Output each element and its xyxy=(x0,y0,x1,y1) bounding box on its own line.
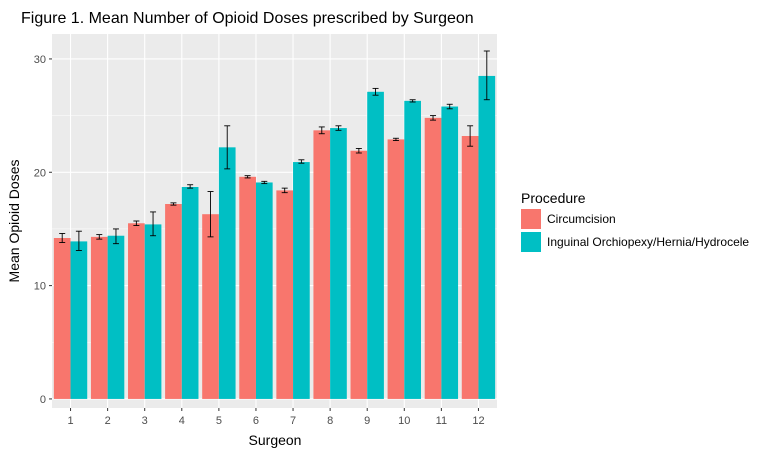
errbar-inguinal-11 xyxy=(446,103,453,110)
errbar-inguinal-8 xyxy=(335,125,342,131)
errbar-inguinal-12 xyxy=(483,50,490,101)
legend-label-circumcision: Circumcision xyxy=(547,212,616,226)
y-axis-title: Mean Opioid Doses xyxy=(6,160,22,283)
errbar-circumcision-6 xyxy=(244,175,251,179)
x-tick-label: 2 xyxy=(105,415,111,427)
x-axis-title: Surgeon xyxy=(249,432,302,448)
errbar-inguinal-6 xyxy=(261,180,268,185)
y-tick-label: 0 xyxy=(40,394,46,406)
x-axis: 1 2 3 4 5 6 7 8 9 10 11 12 xyxy=(67,408,485,427)
bar-inguinal-7 xyxy=(293,162,310,399)
errbar-circumcision-9 xyxy=(355,148,362,154)
bar-circumcision-12 xyxy=(461,136,479,399)
errbar-inguinal-4 xyxy=(187,184,194,189)
bar-inguinal-12 xyxy=(478,75,496,399)
bar-circumcision-8 xyxy=(313,130,331,399)
x-tick-label: 3 xyxy=(142,415,148,427)
bar-circumcision-7 xyxy=(276,190,294,399)
bar-circumcision-1 xyxy=(53,238,71,399)
errbar-inguinal-7 xyxy=(298,159,305,164)
bar-inguinal-10 xyxy=(404,100,421,399)
y-tick-label: 30 xyxy=(34,54,46,66)
bar-circumcision-11 xyxy=(424,117,442,399)
legend-label-inguinal: Inguinal Orchiopexy/Hernia/Hydrocele xyxy=(547,235,749,249)
bar-inguinal-5 xyxy=(218,147,236,399)
bars xyxy=(53,75,496,399)
x-tick-label: 4 xyxy=(179,415,185,427)
errbar-circumcision-11 xyxy=(430,115,437,121)
errbar-circumcision-12 xyxy=(467,125,474,147)
error-bars xyxy=(59,50,490,251)
x-tick-label: 6 xyxy=(253,415,259,427)
errbar-circumcision-5 xyxy=(207,191,214,238)
legend-key-circumcision xyxy=(521,209,541,229)
errbar-circumcision-10 xyxy=(392,137,399,141)
errbar-inguinal-1 xyxy=(75,230,82,251)
bar-inguinal-11 xyxy=(441,106,459,399)
y-tick-label: 10 xyxy=(34,281,46,293)
errbar-circumcision-1 xyxy=(59,233,66,243)
errbar-circumcision-4 xyxy=(170,202,177,206)
bar-inguinal-9 xyxy=(367,91,384,399)
legend-title: Procedure xyxy=(521,190,586,206)
y-axis: 0 10 20 30 xyxy=(34,54,52,406)
bar-circumcision-5 xyxy=(202,214,219,399)
x-tick-label: 10 xyxy=(398,415,410,427)
bar-circumcision-3 xyxy=(128,223,145,399)
errbar-inguinal-9 xyxy=(372,87,379,96)
errbar-inguinal-3 xyxy=(150,211,157,237)
x-tick-label: 12 xyxy=(472,415,484,427)
x-tick-label: 11 xyxy=(436,415,447,427)
legend-key-inguinal xyxy=(521,232,541,252)
errbar-circumcision-3 xyxy=(133,220,140,226)
plot-panel xyxy=(52,34,497,408)
x-tick-label: 9 xyxy=(364,415,370,427)
errbar-inguinal-2 xyxy=(112,228,119,245)
x-tick-label: 7 xyxy=(290,415,296,427)
x-tick-label: 8 xyxy=(327,415,333,427)
bar-circumcision-4 xyxy=(165,204,182,399)
x-tick-label: 5 xyxy=(216,415,222,427)
bar-inguinal-1 xyxy=(70,241,88,399)
y-tick-label: 20 xyxy=(34,167,46,179)
bar-inguinal-3 xyxy=(144,224,162,399)
errbar-inguinal-5 xyxy=(224,125,231,170)
bar-circumcision-2 xyxy=(90,236,108,399)
legend: Procedure Circumcision Inguinal Orchiope… xyxy=(521,190,749,252)
errbar-circumcision-8 xyxy=(318,126,325,135)
bar-inguinal-6 xyxy=(255,182,273,399)
bar-inguinal-8 xyxy=(330,128,347,399)
errbar-circumcision-7 xyxy=(281,187,288,194)
bar-circumcision-10 xyxy=(387,139,405,399)
errbar-inguinal-10 xyxy=(409,99,416,103)
bar-inguinal-2 xyxy=(107,235,125,399)
x-tick-label: 1 xyxy=(67,415,73,427)
chart-title: Figure 1. Mean Number of Opioid Doses pr… xyxy=(21,10,474,27)
bar-circumcision-6 xyxy=(239,176,256,399)
bar-inguinal-4 xyxy=(181,187,199,399)
bar-circumcision-9 xyxy=(350,150,368,399)
errbar-circumcision-2 xyxy=(96,234,103,240)
